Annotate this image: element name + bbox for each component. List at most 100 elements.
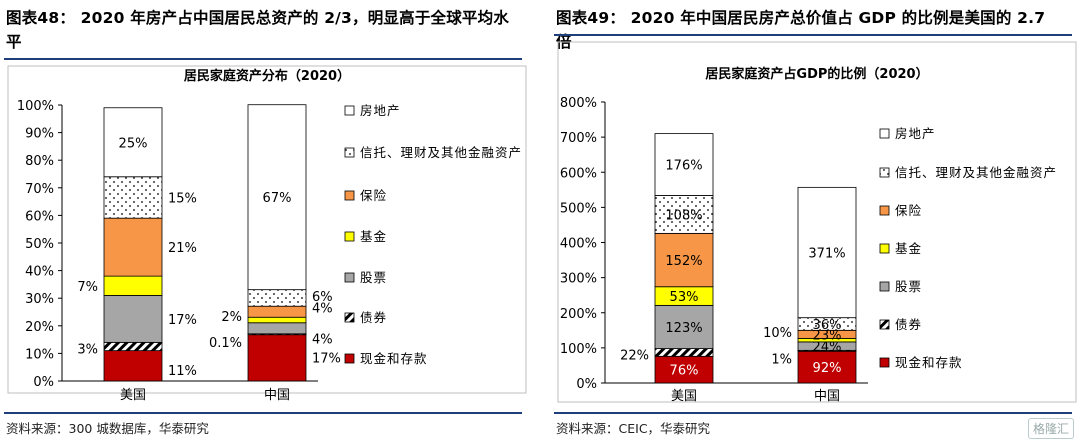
- y-tick-label: 700%: [560, 131, 597, 146]
- y-tick-label: 20%: [25, 320, 54, 335]
- data-label-cash: 92%: [813, 361, 842, 376]
- y-tick-label: 40%: [25, 265, 54, 280]
- legend-label-insurance: 保险: [895, 203, 922, 218]
- legend-swatch-cash: [879, 357, 890, 368]
- legend-label-real_estate: 房地产: [360, 103, 401, 118]
- y-tick-label: 70%: [25, 182, 54, 197]
- data-label-cash: 17%: [312, 352, 341, 367]
- legend-swatch-insurance: [879, 205, 890, 216]
- title-rule-top: [4, 58, 522, 60]
- legend-label-trust_wealth: 信托、理财及其他金融资产: [895, 165, 1057, 180]
- legend-swatch-stock: [344, 272, 355, 283]
- data-label-trust_wealth: 36%: [813, 318, 842, 333]
- title-rule-top: [554, 34, 1072, 36]
- data-label-real_estate: 67%: [263, 191, 292, 206]
- bar-segment-cash: [654, 355, 714, 384]
- legend-label-real_estate: 房地产: [895, 126, 936, 141]
- data-label-cash: 11%: [168, 364, 197, 379]
- data-label-stock: 17%: [168, 313, 197, 328]
- figure-48-source: 资料来源：300 城数据库，华泰研究: [6, 421, 209, 436]
- bar-segment-real_estate: [103, 107, 163, 178]
- data-label-stock: 123%: [665, 321, 702, 336]
- y-tick-label: 30%: [25, 292, 54, 307]
- legend-label-cash: 现金和存款: [895, 355, 963, 370]
- legend-swatch-bond: [344, 312, 355, 323]
- data-label-insurance: 152%: [665, 254, 702, 269]
- data-label-bond: 3%: [77, 343, 98, 358]
- legend-label-trust_wealth: 信托、理财及其他金融资产: [360, 145, 522, 160]
- figure-48-title: 图表48： 2020 年房产占中国居民总资产的 2/3，明显高于全球平均水平: [6, 9, 510, 51]
- bar-segment-insurance: [654, 232, 714, 288]
- x-category-label: 中国: [264, 388, 290, 403]
- bar-segment-cash: [797, 350, 857, 384]
- legend-label-insurance: 保险: [360, 188, 387, 203]
- figure-48-panel: 图表48： 2020 年房产占中国居民总资产的 2/3，明显高于全球平均水平 居…: [0, 0, 530, 445]
- legend-label-stock: 股票: [360, 270, 387, 285]
- legend-swatch-fund: [344, 231, 355, 242]
- legend-label-cash: 现金和存款: [360, 351, 428, 366]
- chart-title: 居民家庭资产分布（2020）: [184, 68, 350, 84]
- legend-label-bond: 债券: [895, 317, 922, 332]
- y-tick-label: 300%: [560, 272, 597, 287]
- y-tick-label: 600%: [560, 166, 597, 181]
- y-tick-label: 80%: [25, 154, 54, 169]
- data-label-trust_wealth: 15%: [168, 191, 197, 206]
- legend-label-bond: 债券: [360, 310, 387, 325]
- data-label-fund: 7%: [77, 280, 98, 295]
- legend-swatch-bond: [879, 319, 890, 330]
- y-tick-label: 90%: [25, 127, 54, 142]
- bar-segment-real_estate: [247, 104, 307, 291]
- data-label-fund: 2%: [221, 310, 242, 325]
- bar-segment-insurance: [247, 305, 307, 318]
- y-tick-label: 0%: [33, 375, 54, 390]
- bar-segment-trust_wealth: [103, 176, 163, 219]
- bar-segment-stock: [103, 295, 163, 343]
- y-tick-label: 10%: [25, 347, 54, 362]
- chart-title: 居民家庭资产占GDP的比例（2020）: [705, 66, 928, 82]
- data-label-fund: 53%: [670, 290, 699, 305]
- data-label-stock: 24%: [813, 340, 842, 355]
- data-label-real_estate: 176%: [665, 159, 702, 174]
- legend-label-stock: 股票: [895, 279, 922, 294]
- y-tick-label: 60%: [25, 209, 54, 224]
- data-label-bond: 22%: [620, 348, 649, 363]
- legend-swatch-fund: [879, 243, 890, 254]
- y-tick-label: 400%: [560, 237, 597, 252]
- bar-segment-cash: [103, 350, 163, 382]
- bar-segment-bond: [103, 341, 163, 352]
- watermark-logo: 格隆汇: [1027, 418, 1074, 439]
- data-label-insurance: 23%: [813, 328, 842, 343]
- legend-swatch-insurance: [344, 190, 355, 201]
- data-label-cash: 76%: [670, 364, 699, 379]
- y-tick-label: 100%: [560, 342, 597, 357]
- y-tick-label: 800%: [560, 96, 597, 111]
- data-label-real_estate: 371%: [808, 247, 845, 262]
- bar-segment-bond: [654, 348, 714, 357]
- legend-label-fund: 基金: [360, 229, 387, 244]
- data-label-trust_wealth: 108%: [665, 208, 702, 223]
- legend-swatch-cash: [344, 353, 355, 364]
- legend-swatch-stock: [879, 281, 890, 292]
- bar-segment-real_estate: [654, 133, 714, 196]
- bar-segment-fund: [247, 316, 307, 324]
- y-tick-label: 0%: [576, 377, 597, 392]
- title-rule-bottom: [4, 412, 522, 414]
- bar-segment-real_estate: [797, 186, 857, 319]
- data-label-bond: 1%: [771, 353, 792, 368]
- x-category-label: 美国: [671, 389, 697, 404]
- bar-segment-insurance: [103, 217, 163, 277]
- figure-49-panel: 图表49： 2020 年中国居民房产总价值占 GDP 的比例是美国的 2.7 倍…: [550, 0, 1080, 445]
- household-asset-distribution-chart: 居民家庭资产分布（2020） 0% 10% 20% 30% 40% 50% 60% 70% 80%…: [7, 65, 527, 403]
- y-tick-label: 100%: [17, 99, 54, 114]
- x-category-label: 美国: [120, 388, 146, 403]
- legend-label-fund: 基金: [895, 241, 922, 256]
- data-label-bond: 0.1%: [209, 336, 242, 351]
- title-rule-bottom: [554, 412, 1072, 414]
- legend-swatch-trust_wealth: [879, 167, 890, 178]
- chart-frame: [557, 41, 1077, 403]
- y-tick-label: 200%: [560, 307, 597, 322]
- legend-swatch-trust_wealth: [344, 147, 355, 158]
- bar-segment-stock: [247, 322, 307, 335]
- bar-segment-stock: [654, 304, 714, 349]
- data-label-insurance: 4%: [312, 302, 333, 317]
